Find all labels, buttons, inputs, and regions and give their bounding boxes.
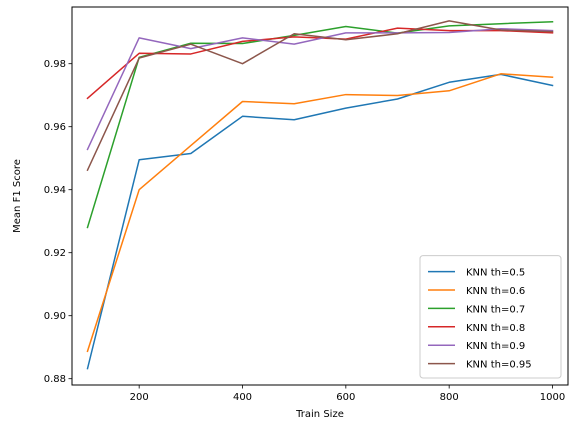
series-lines [86, 20, 554, 370]
x-tick-label: 1000 [540, 392, 565, 403]
axis-ticks: 200 400 600 800 1000 0.88 0.90 0.92 0.94 0.96 0.98 [44, 59, 565, 403]
series-line-0 [86, 73, 554, 370]
legend: KNN th=0.5 KNN th=0.6 KNN th=0.7 KNN th=0.8… [419, 255, 562, 379]
y-tick-label: 0.94 [44, 185, 66, 196]
x-axis-label: Train Size [295, 409, 344, 420]
legend-label: KNN th=0.8 [466, 323, 525, 334]
series-line-1 [86, 73, 554, 353]
series-line-5 [86, 20, 554, 172]
axes-frame [71, 6, 569, 386]
series-line-4 [86, 27, 554, 151]
x-tick-label: 800 [440, 392, 459, 403]
legend-box [419, 255, 562, 379]
legend-label: KNN th=0.95 [466, 360, 532, 371]
legend-label: KNN th=0.5 [466, 268, 525, 279]
y-axis-label: Mean F1 Score [12, 159, 23, 233]
y-tick-label: 0.98 [44, 59, 66, 70]
x-tick-label: 600 [336, 392, 355, 403]
x-tick-label: 400 [233, 392, 252, 403]
legend-label: KNN th=0.9 [466, 341, 525, 352]
y-tick-label: 0.92 [44, 248, 66, 259]
y-tick-label: 0.96 [44, 122, 66, 133]
legend-label: KNN th=0.6 [466, 286, 525, 297]
legend-label: KNN th=0.7 [466, 304, 525, 315]
x-tick-label: 200 [130, 392, 149, 403]
y-tick-label: 0.90 [44, 311, 66, 322]
y-tick-label: 0.88 [44, 374, 66, 385]
